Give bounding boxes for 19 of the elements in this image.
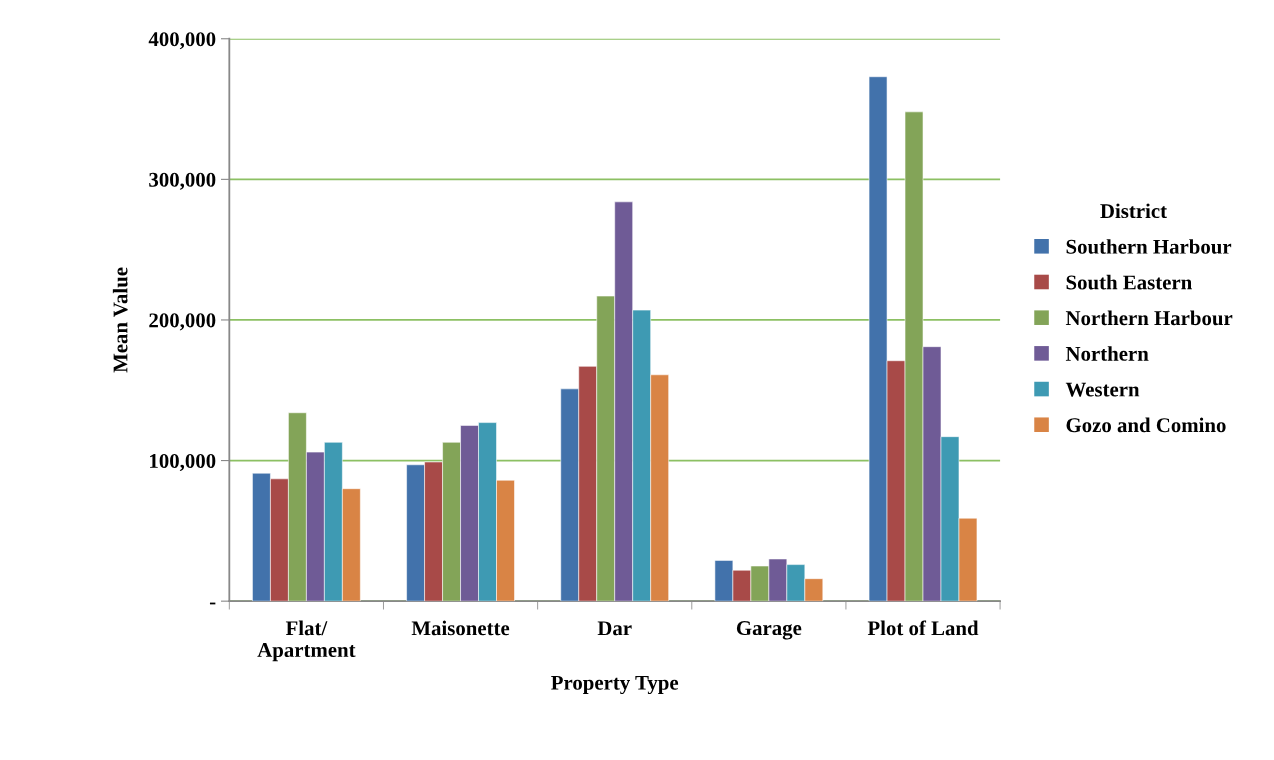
x-tick-label: Dar [597,621,632,636]
x-tick-label: Garage [736,621,802,640]
legend-label: Western [1065,382,1140,397]
x-axis-title: Property Type [551,675,679,695]
x-tick-label: Plot of Land [867,620,979,636]
legend-label: Southern Harbour [1066,239,1232,254]
y-axis-title: Mean Value [112,267,128,373]
y-tick-label: 100,000 [150,453,216,472]
legend-label: Northern [1065,346,1149,361]
x-tick-label: Maisonette [411,620,510,636]
legend-label: South Eastern [1066,274,1192,290]
legend-title: District [1100,203,1167,219]
y-tick-label: 400,000 [148,32,216,50]
y-tick-label: 200,000 [149,313,216,331]
y-tick-label: - [209,602,216,605]
y-tick-label: 300,000 [149,172,216,190]
legend-label: Northern Harbour [1065,310,1233,326]
legend-label: Gozo and Comino [1066,417,1226,433]
x-tick-label: Flat/ Apartment [257,620,356,662]
